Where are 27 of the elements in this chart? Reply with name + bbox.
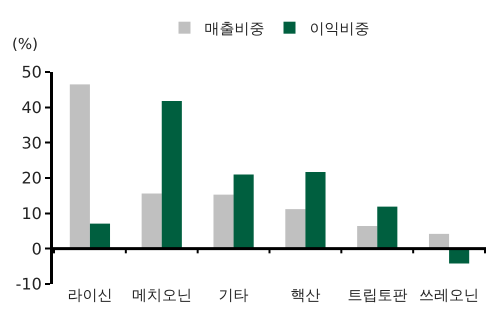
y-tick-label: 20 xyxy=(21,168,42,188)
y-tick-label: 50 xyxy=(21,62,42,82)
x-tick-label: 트립토판 xyxy=(347,286,408,304)
y-tick-label: 0 xyxy=(32,239,42,258)
bar xyxy=(142,194,162,249)
bar xyxy=(90,224,110,249)
bar xyxy=(162,100,182,249)
bar xyxy=(285,209,306,249)
bar xyxy=(234,174,254,249)
y-tick-label: -10 xyxy=(16,274,42,294)
x-tick-label: 메치오닌 xyxy=(132,286,192,304)
bar xyxy=(449,248,470,264)
y-tick-label: 30 xyxy=(21,133,42,152)
y-axis-title: (%) xyxy=(12,35,38,53)
legend-label: 이익비중 xyxy=(310,20,370,38)
bar xyxy=(377,206,398,249)
bar xyxy=(357,226,378,249)
bar xyxy=(305,172,326,249)
x-tick-label: 쓰레오닌 xyxy=(419,286,480,304)
bar xyxy=(213,194,234,249)
y-tick-label: 40 xyxy=(21,98,42,117)
x-tick-label: 기타 xyxy=(218,286,249,304)
y-tick-label: 10 xyxy=(21,204,42,223)
legend-label: 매출비중 xyxy=(204,20,264,38)
x-tick-label: 핵산 xyxy=(290,286,320,304)
bar xyxy=(70,84,90,249)
x-tick-label: 라이신 xyxy=(67,286,112,304)
